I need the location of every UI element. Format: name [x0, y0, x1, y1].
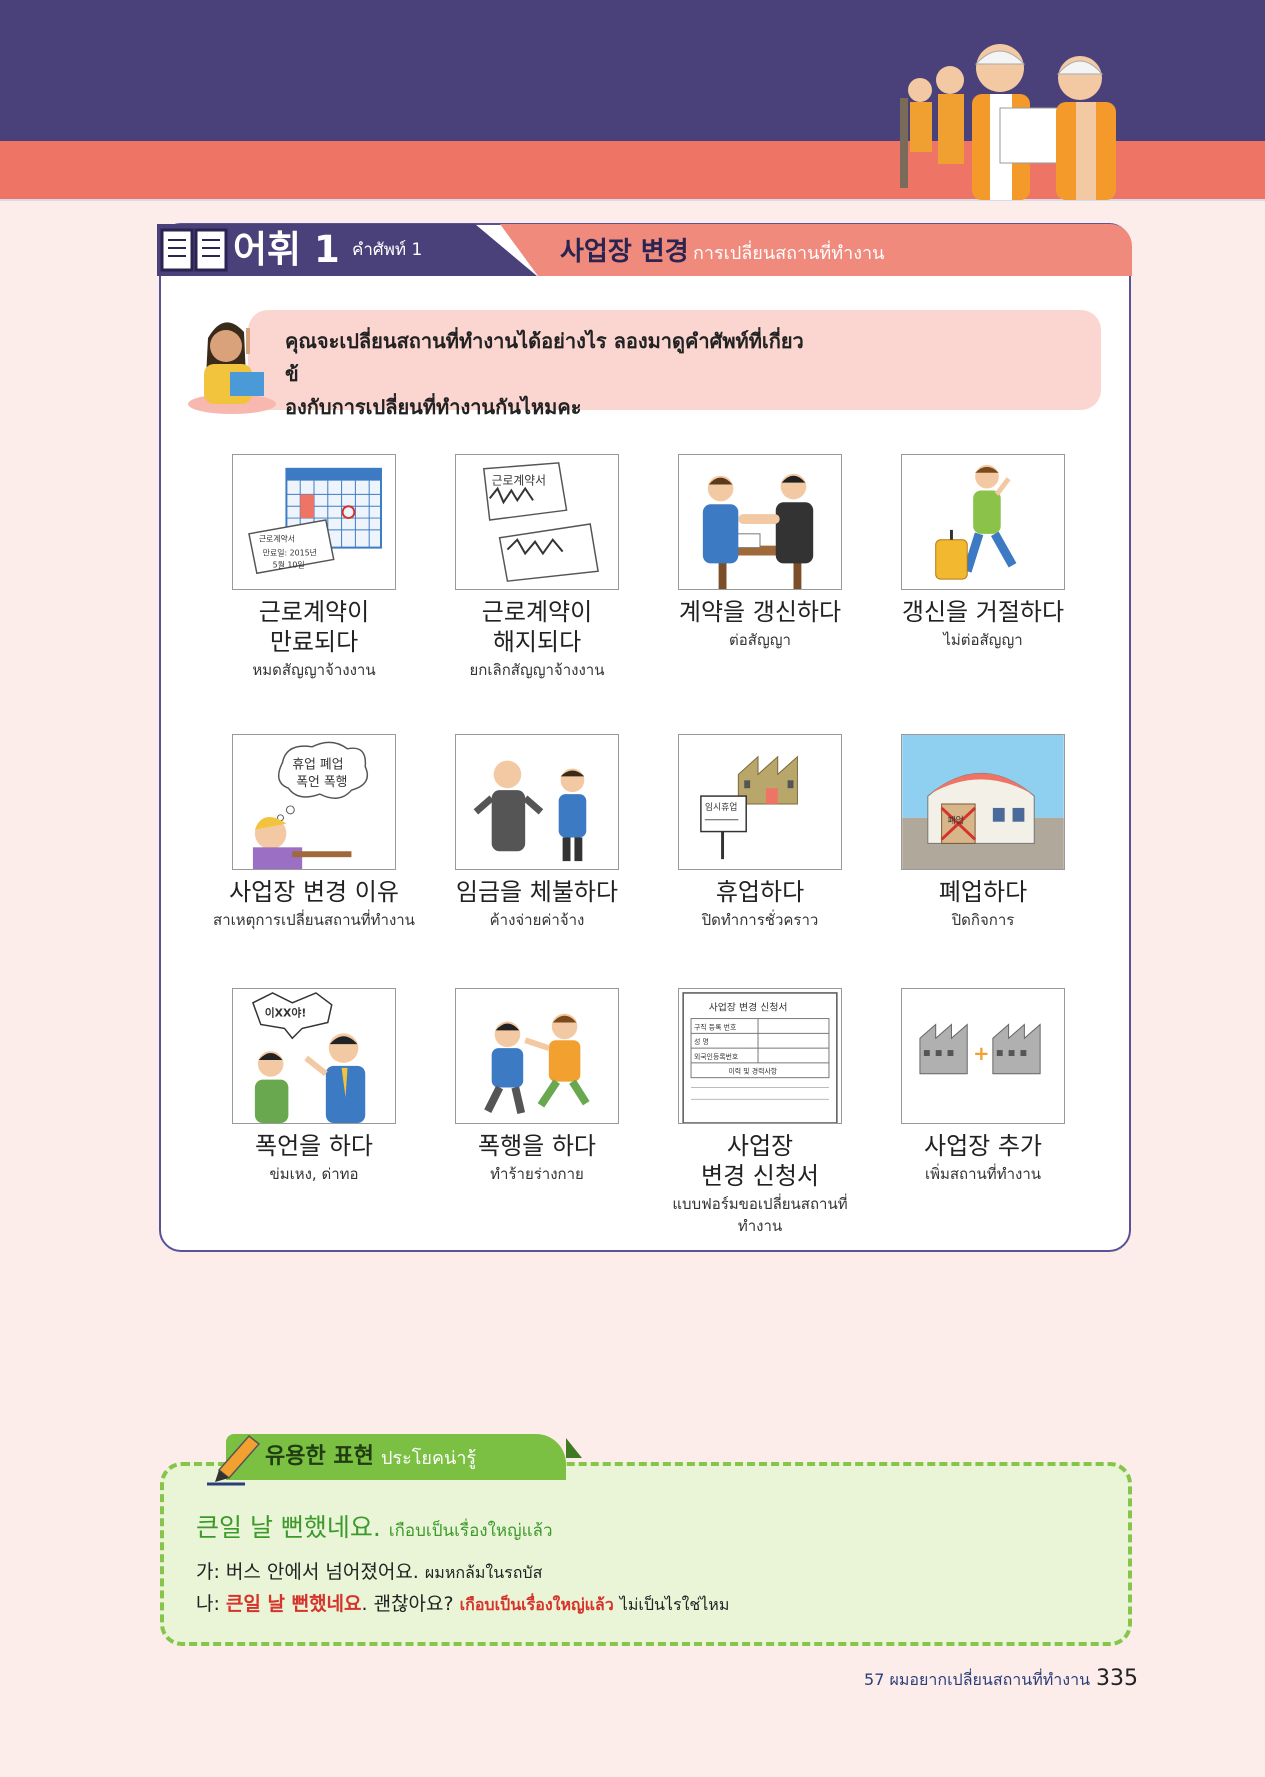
additional-workplace-image: +	[901, 988, 1065, 1124]
vocab-item: 계약을 갱신하다 ต่อสัญญา	[655, 454, 865, 651]
change-request-form-image: 사업장 변경 신청서 구직 등록 번호 성 명 외국인등록번호 이력 및 경력사…	[678, 988, 842, 1124]
vocab-thai: หมดสัญญาจ้างงาน	[252, 661, 376, 679]
vocab-korean: 계약을 갱신하다	[678, 598, 842, 626]
vocab-thai: ข่มเหง, ด่าทอ	[269, 1165, 359, 1183]
vocab-thai: ปิดทำการชั่วคราว	[701, 911, 819, 929]
vocab-thai: ทำร้ายร่างกาย	[490, 1165, 584, 1183]
dialogue-2-thai-rest: ไม่เป็นไรใช่ไหม	[619, 1595, 730, 1614]
topic-title-translation: การเปลี่ยนสถานที่ทำงาน	[693, 243, 885, 264]
svg-text:성 명: 성 명	[694, 1037, 709, 1046]
vocab-thai: ปิดกิจการ	[951, 911, 1015, 929]
vocab-korean: 휴업하다	[715, 878, 805, 906]
vocab-item: 이XX야! 폭언을 하다 ข่มเหง, ด่าทอ	[209, 988, 419, 1185]
temporary-closure-image: 임시휴업	[678, 734, 842, 870]
sign-text: 임시휴업	[705, 801, 738, 813]
bubble-text: 휴업 폐업	[292, 758, 343, 773]
pen-icon	[207, 1434, 261, 1486]
vocab-korean: 임금을 체불하다	[455, 878, 619, 906]
svg-text:폭언 폭행: 폭언 폭행	[296, 774, 347, 790]
shout-text: 이XX야!	[265, 1006, 307, 1020]
vocab-thai: ไม่ต่อสัญญา	[943, 631, 1023, 649]
section-title-translation: คำศัพท์ 1	[352, 240, 423, 260]
tab-fold	[566, 1438, 582, 1458]
vocab-korean: 사업장 변경 신청서	[700, 1132, 820, 1190]
vocab-thai: สาเหตุการเปลี่ยนสถานที่ทำงาน	[213, 911, 415, 929]
vocab-item: 임시휴업 휴업하다 ปิดทำการชั่วคราว	[655, 734, 865, 931]
section-header-right	[500, 224, 1132, 276]
speech-bubble	[248, 310, 1101, 410]
dialogue-1-korean: 버스 안에서 넘어졌어요.	[225, 1561, 419, 1583]
assault-image	[455, 988, 619, 1124]
svg-text:외국인등록번호: 외국인등록번호	[694, 1052, 738, 1061]
vocab-korean: 폭행을 하다	[477, 1132, 597, 1160]
vocab-korean: 사업장 변경 이유	[229, 878, 399, 906]
speaker-b: 나:	[196, 1593, 226, 1615]
dialogue-line-1: 가: 버스 안에서 넘어졌어요. ผมหกล้มในรถบัส	[196, 1558, 542, 1587]
svg-text:5월 10일: 5월 10일	[273, 559, 305, 569]
form-title-text: 사업장 변경 신청서	[709, 1001, 788, 1014]
expression-title: 유용한 표현	[265, 1444, 374, 1469]
svg-text:구직 등록 번호: 구직 등록 번호	[694, 1022, 736, 1031]
vocab-item: 근로계약서 근로계약이 해지되다 ยกเลิกสัญญาจ้างงาน	[432, 454, 642, 681]
verbal-abuse-image: 이XX야!	[232, 988, 396, 1124]
expression-main-korean: 큰일 날 뻔했네요.	[196, 1513, 381, 1542]
plus-icon: +	[973, 1042, 990, 1065]
speaker-a: 가:	[196, 1561, 226, 1583]
construction-workers-illustration	[900, 44, 1116, 200]
vocab-item: 근로계약서 만료일: 2015년 5월 10일 근로계약이 만료되다 หมดสั…	[209, 454, 419, 681]
change-reason-image: 휴업 폐업 폭언 폭행	[232, 734, 396, 870]
svg-text:만료일: 2015년: 만료일: 2015년	[263, 548, 317, 558]
vocab-item: 임금을 체불하다 ค้างจ่ายค่าจ้าง	[432, 734, 642, 931]
vocab-item: 휴업 폐업 폭언 폭행 사업장 변경 이유 สาเหตุการเปลี่ยนสถ…	[209, 734, 419, 931]
vocab-item: 폭행을 하다 ทำร้ายร่างกาย	[432, 988, 642, 1185]
unpaid-wages-image	[455, 734, 619, 870]
useful-expression-tab	[226, 1434, 566, 1480]
page-footer: 57 ผมอยากเปลี่ยนสถานที่ทำงาน 335	[864, 1664, 1138, 1695]
vocab-item: + 사업장 추가 เพิ่มสถานที่ทำงาน	[878, 988, 1088, 1185]
contract-expiry-image: 근로계약서 만료일: 2015년 5월 10일	[232, 454, 396, 590]
closed-sign-text: 폐업	[948, 815, 964, 827]
contract-text: 근로계약서	[492, 474, 546, 488]
vocab-thai: แบบฟอร์มขอเปลี่ยนสถานที่ทำงาน	[672, 1195, 848, 1235]
vocab-korean: 갱신을 거절하다	[901, 598, 1065, 626]
book-icon	[160, 228, 228, 272]
teacher-illustration	[188, 322, 276, 414]
banner-divider	[0, 199, 1265, 201]
svg-text:이력 및 경력사항: 이력 및 경력사항	[728, 1067, 777, 1076]
vocab-korean: 폭언을 하다	[254, 1132, 374, 1160]
section-title: 어휘 1	[233, 228, 340, 271]
expression-main-thai: เกือบเป็นเรื่องใหญ่แล้ว	[388, 1521, 553, 1541]
useful-expression-box	[160, 1462, 1132, 1646]
vocab-thai: เพิ่มสถานที่ทำงาน	[924, 1165, 1041, 1183]
expression-title-translation: ประโยคน่ารู้	[381, 1448, 477, 1469]
vocab-item: 폐업 폐업하다 ปิดกิจการ	[878, 734, 1088, 931]
dialogue-2-thai-highlight: เกือบเป็นเรื่องใหญ่แล้ว	[459, 1595, 614, 1614]
dialogue-1-thai: ผมหกล้มในรถบัส	[424, 1563, 543, 1582]
speech-text: คุณจะเปลี่ยนสถานที่ทำงานได้อย่างไร ลองมา…	[285, 325, 805, 424]
vocab-korean: 사업장 추가	[923, 1132, 1043, 1160]
topic-title: 사업장 변경	[560, 237, 689, 267]
vocab-thai: ค้างจ่ายค่าจ้าง	[489, 911, 585, 929]
chapter-title: 57 ผมอยากเปลี่ยนสถานที่ทำงาน	[864, 1670, 1090, 1689]
contract-renewal-image	[678, 454, 842, 590]
vocab-thai: ยกเลิกสัญญาจ้างงาน	[469, 661, 605, 679]
page-number: 335	[1096, 1666, 1138, 1691]
contract-termination-image: 근로계약서	[455, 454, 619, 590]
speech-line-2: องกับการเปลี่ยนที่ทำงานกันไหมคะ	[285, 395, 582, 419]
speech-line-1: คุณจะเปลี่ยนสถานที่ทำงานได้อย่างไร ลองมา…	[285, 329, 804, 386]
dialogue-2-korean-rest: . 괜찮아요?	[361, 1593, 454, 1615]
business-closure-image: 폐업	[901, 734, 1065, 870]
vocab-item: 갱신을 거절하다 ไม่ต่อสัญญา	[878, 454, 1088, 651]
vocab-korean: 근로계약이 만료되다	[258, 598, 370, 656]
renewal-refusal-image	[901, 454, 1065, 590]
vocab-korean: 근로계약이 해지되다	[481, 598, 593, 656]
dialogue-line-2: 나: 큰일 날 뻔했네요. 괜찮아요? เกือบเป็นเรื่องใหญ่แ…	[196, 1590, 729, 1619]
vocab-item: 사업장 변경 신청서 구직 등록 번호 성 명 외국인등록번호 이력 및 경력사…	[655, 988, 865, 1237]
dialogue-2-korean-highlight: 큰일 날 뻔했네요	[225, 1593, 362, 1615]
expression-main: 큰일 날 뻔했네요. เกือบเป็นเรื่องใหญ่แล้ว	[196, 1510, 553, 1549]
calendar-note-text: 근로계약서	[259, 534, 295, 544]
vocab-thai: ต่อสัญญา	[729, 631, 791, 649]
vocab-korean: 폐업하다	[938, 878, 1028, 906]
